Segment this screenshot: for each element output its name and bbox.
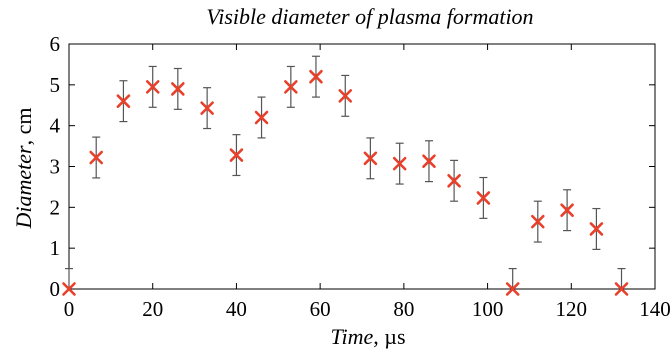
y-tick-label: 0 [50,277,61,301]
x-axis-label-main: Time [330,324,373,349]
x-tick-label: 20 [142,297,163,321]
x-tick-label: 0 [64,297,75,321]
data-markers [62,69,629,296]
y-axis-label: Diameter, cm [11,108,36,230]
data-point [284,80,298,94]
x-axis-label: Time, µs [330,324,405,349]
y-axis-label-main: Diameter [11,145,36,230]
data-point [531,214,545,229]
x-tick-label: 120 [556,297,588,321]
y-tick-label: 6 [50,32,61,56]
y-tick-label: 2 [50,195,61,219]
data-point [171,82,185,96]
data-point [200,101,214,115]
y-tick-label: 5 [50,73,61,97]
data-point [363,151,378,166]
data-point [229,148,244,162]
data-point [422,154,436,168]
y-tick-label: 1 [50,236,61,260]
chart-title: Visible diameter of plasma formation [206,4,533,29]
y-axis: 0 1 2 3 4 5 6 [50,32,655,301]
plot-frame [68,43,656,290]
data-point [392,156,407,171]
x-axis: 0 20 40 60 80 100 120 140 [64,44,671,321]
data-point [614,282,629,296]
data-point [62,282,76,296]
x-axis-label-unit: , µs [373,324,405,349]
data-point [309,69,323,84]
y-tick-label: 3 [50,155,61,179]
data-point [560,203,574,217]
data-point [447,173,461,188]
y-tick-label: 4 [50,114,61,138]
data-point [476,191,491,205]
data-point [116,94,131,108]
x-tick-label: 100 [472,297,504,321]
x-tick-label: 140 [639,297,671,321]
x-tick-label: 80 [393,297,414,321]
data-point [145,80,160,94]
x-tick-label: 40 [226,297,247,321]
x-tick-label: 60 [310,297,331,321]
data-point [505,282,520,296]
data-point [338,89,353,103]
data-point [89,150,104,165]
data-point [254,110,269,125]
y-axis-label-unit: , cm [11,108,36,146]
data-point [589,222,604,236]
